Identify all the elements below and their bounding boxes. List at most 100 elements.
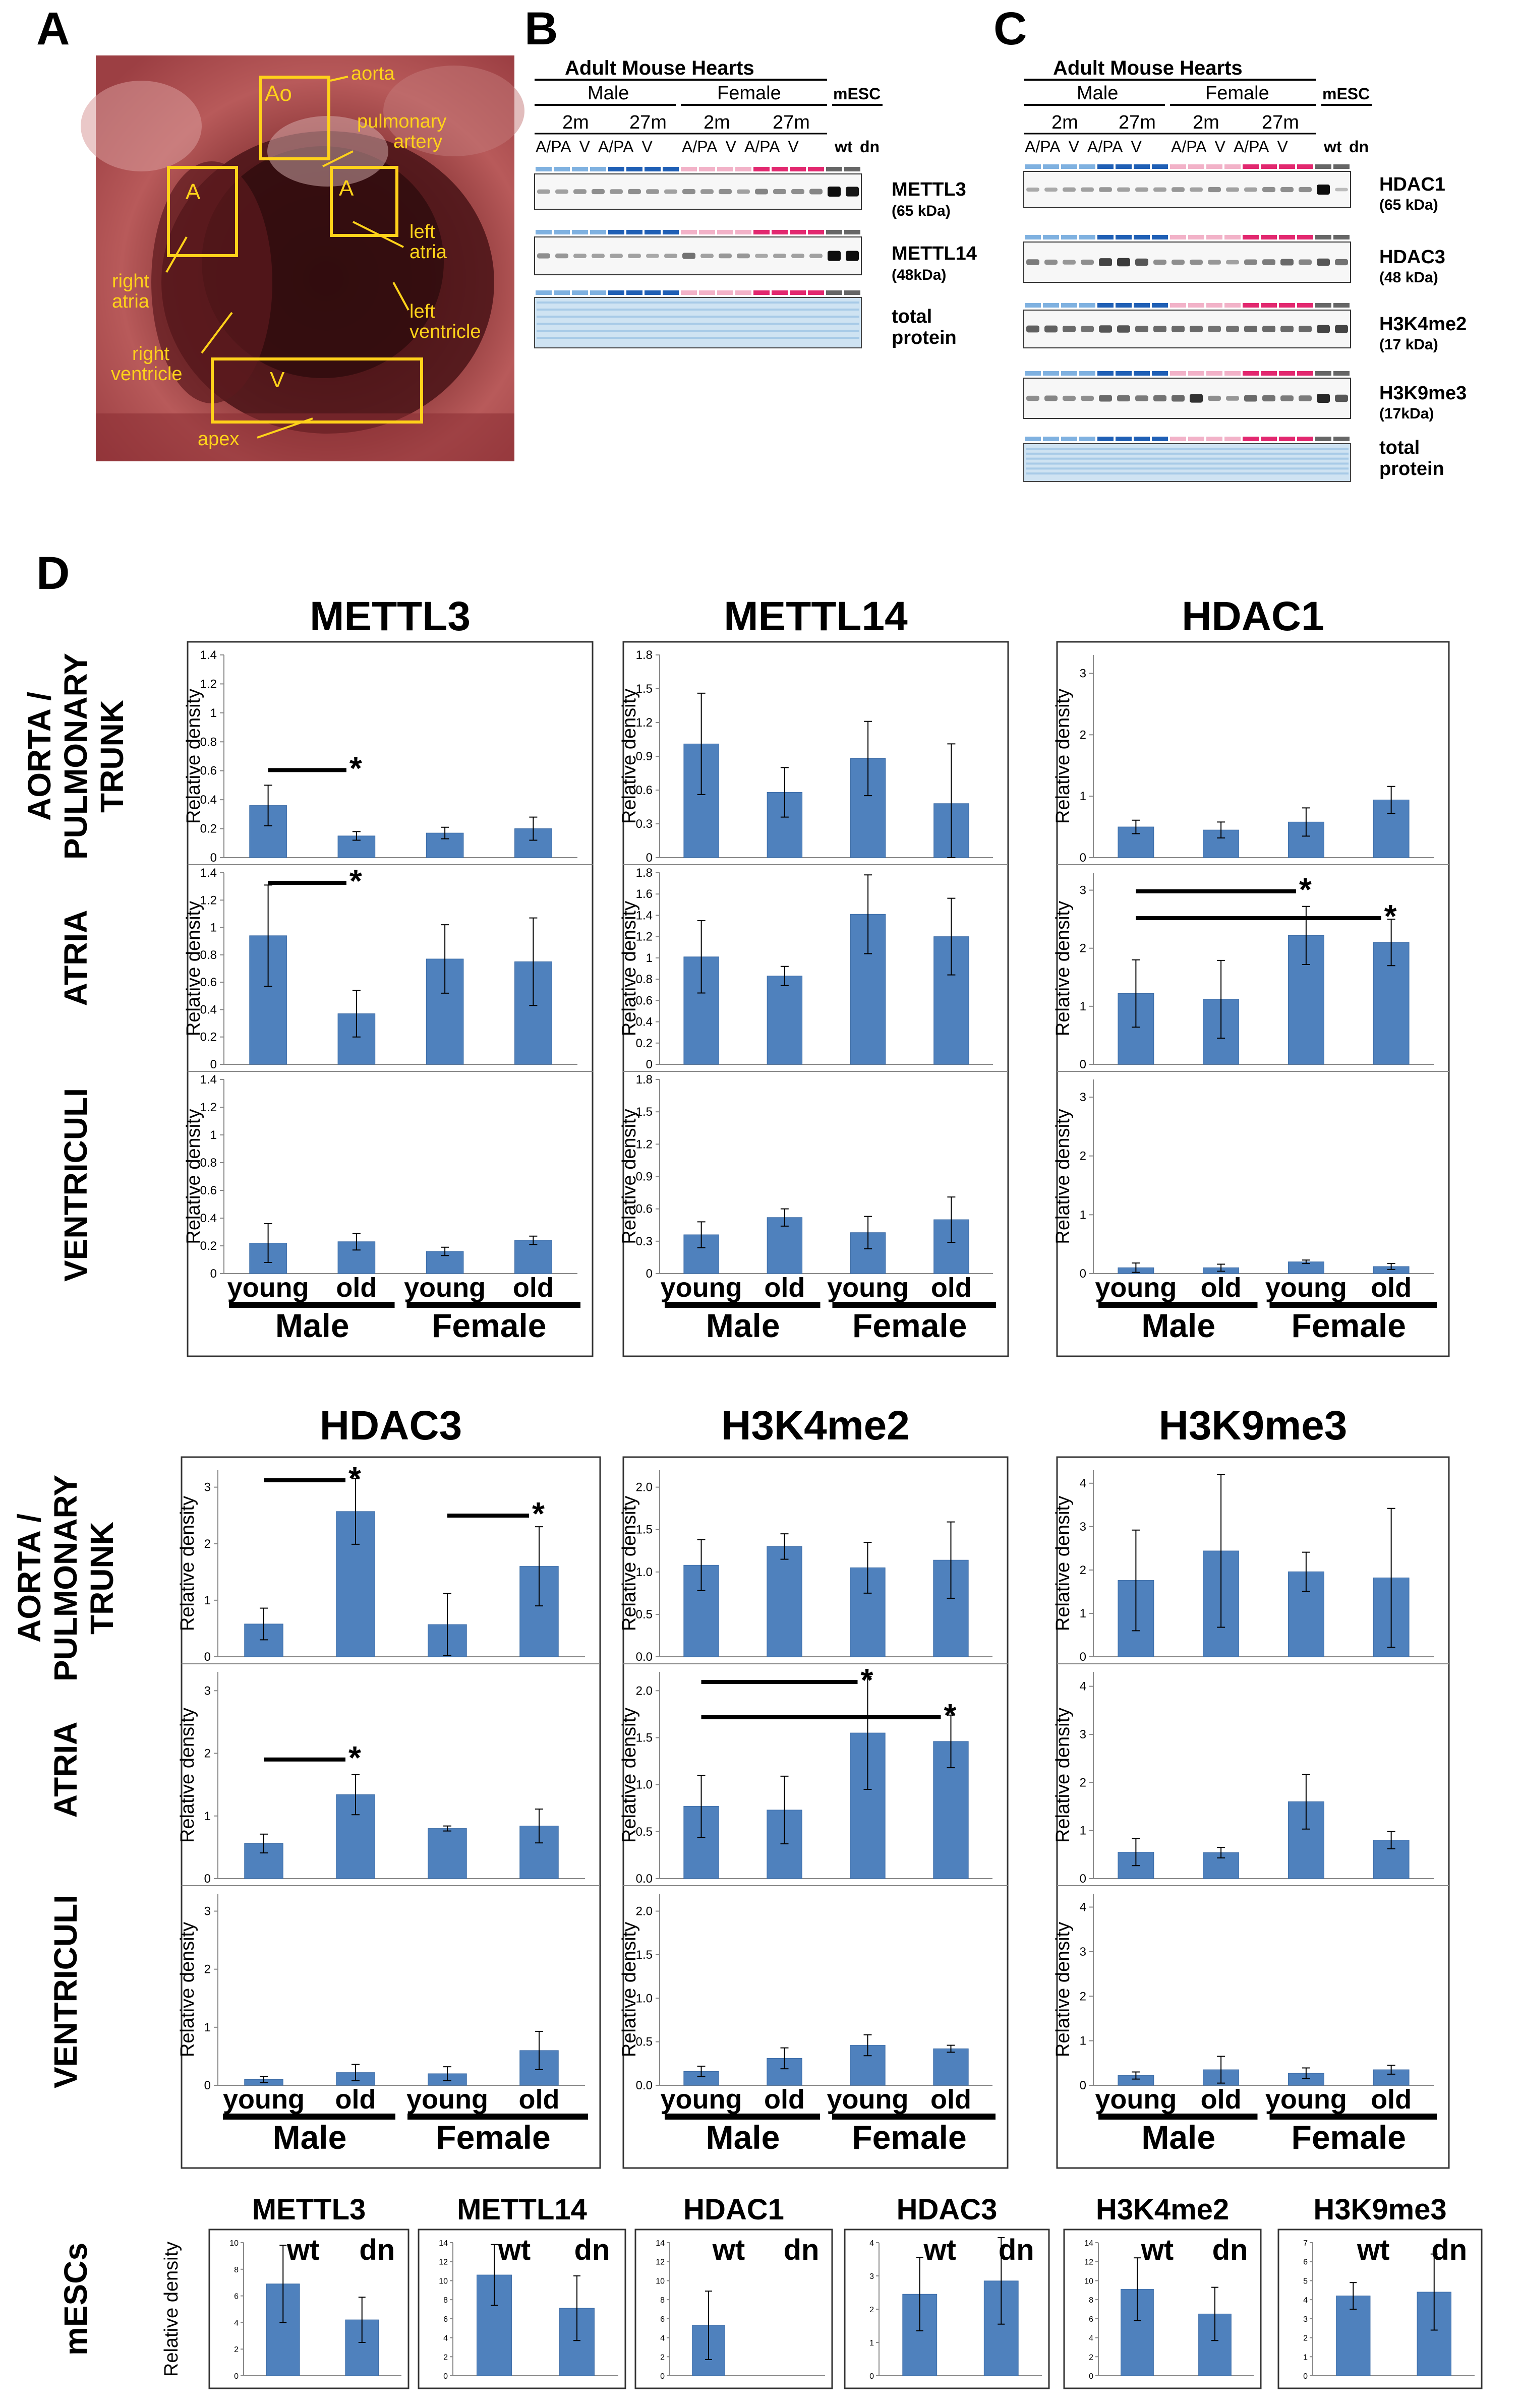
- y-axis-label: Relative density: [619, 1109, 640, 1244]
- blot-band: [809, 189, 823, 195]
- mesc-chart: HDAC1 0 2 4 6 8 10 12 14 wt dn: [634, 2193, 833, 2389]
- photo-label-aorta: aorta: [351, 63, 395, 84]
- chart-group: METTL14 0 0.3 0.6 0.9 1.2 1.5 1.8 Relative densi…: [619, 593, 1009, 1357]
- y-tick-label: 1.2: [636, 930, 653, 944]
- blot-band: [1317, 325, 1330, 333]
- blot-b-age-2: 27m: [629, 112, 667, 133]
- mesc-chart: H3K4me2 0 2 4 6 8 10 12 14 wt dn: [1063, 2193, 1262, 2389]
- photo-label-pulmonary: pulmonary: [357, 111, 446, 132]
- blot-b-band-3-kda: protein: [892, 327, 957, 348]
- mesc-category-label: dn: [784, 2234, 820, 2266]
- y-tick-label: 1: [1080, 790, 1086, 803]
- mesc-chart-title: HDAC1: [683, 2193, 784, 2226]
- mesc-category-label: wt: [923, 2234, 956, 2266]
- lane-color-bar: [1315, 437, 1331, 441]
- y-axis-label: Relative density: [1052, 1922, 1074, 2057]
- lane-color-bar: [1297, 164, 1313, 169]
- group-label-female: Female: [432, 1307, 546, 1344]
- y-tick-label: 1: [869, 2339, 874, 2347]
- significance-star: *: [349, 863, 362, 899]
- panel-label-a: A: [36, 3, 70, 54]
- blot-band: [809, 254, 823, 258]
- y-tick-label: 0.8: [200, 735, 217, 749]
- y-axis-label: Relative density: [619, 1922, 640, 2057]
- lane-color-bar: [1097, 371, 1114, 376]
- y-tick-label: 8: [660, 2296, 665, 2305]
- blot-c-age-1: 2m: [1051, 112, 1078, 133]
- chart-title: METTL14: [724, 593, 908, 639]
- lane-color-bar: [1170, 437, 1186, 441]
- lane-color-bar: [1097, 437, 1114, 441]
- western-blot-c: Adult Mouse Hearts Male Female mESC 2m 2…: [1023, 57, 1467, 482]
- mesc-category-label: dn: [359, 2234, 395, 2266]
- blot-band: [1063, 260, 1076, 265]
- blot-band: [682, 189, 695, 195]
- blot-b-female: Female: [717, 83, 781, 104]
- blot-band: [1044, 395, 1058, 401]
- y-tick-label: 2.0: [636, 1481, 653, 1494]
- protein-stripe: [1026, 448, 1349, 450]
- blot-band: [555, 189, 568, 194]
- blot-band: [1172, 395, 1185, 402]
- lane-color-bar: [790, 167, 806, 171]
- blot-c-band-1-name: HDAC1: [1379, 174, 1445, 195]
- y-axis-label: Relative density: [619, 1496, 640, 1631]
- x-category-label: old: [764, 1273, 805, 1303]
- x-category-label: young: [661, 2084, 742, 2115]
- y-tick-label: 1.2: [200, 677, 217, 691]
- blot-band: [592, 254, 605, 258]
- blot-band: [1081, 395, 1094, 401]
- lane-color-bar: [608, 167, 624, 171]
- significance-star: *: [349, 750, 362, 786]
- protein-stripe: [537, 337, 859, 339]
- y-axis-label: Relative density: [1052, 1109, 1074, 1244]
- y-tick-label: 2: [204, 1963, 211, 1976]
- blot-band: [1117, 258, 1130, 267]
- y-tick-label: 3: [1303, 2315, 1308, 2324]
- lane-color-bar: [1097, 164, 1114, 169]
- y-tick-label: 3: [1080, 1520, 1086, 1534]
- lane-color-bar: [753, 230, 770, 234]
- blot-band: [1081, 259, 1094, 265]
- blot-b-lanes-male: A/PA V A/PA V: [536, 138, 653, 156]
- y-tick-label: 0: [210, 1267, 217, 1281]
- blot-band: [1280, 395, 1294, 401]
- blot-band: [791, 254, 804, 258]
- lane-color-bar: [1170, 371, 1186, 376]
- heart-photo: [81, 55, 524, 461]
- blot-band: [828, 251, 841, 261]
- blot-band: [1208, 260, 1221, 265]
- blot-band: [719, 253, 732, 259]
- blot-c-band-5-name: total: [1379, 437, 1420, 458]
- lane-color-bar: [772, 167, 788, 171]
- blot-band: [1117, 395, 1130, 402]
- y-tick-label: 1: [646, 951, 653, 965]
- blot-b-band-1-name: METTL3: [892, 179, 966, 200]
- y-tick-label: 1.4: [200, 1073, 217, 1087]
- blot-band: [1317, 185, 1330, 195]
- y-tick-label: 2: [204, 1747, 211, 1761]
- blot-band: [1135, 258, 1148, 266]
- blot-band: [1208, 326, 1221, 332]
- y-tick-label: 2.0: [636, 1684, 653, 1698]
- y-tick-label: 2: [1080, 942, 1086, 955]
- blot-band: [1044, 187, 1058, 192]
- group-label-male: Male: [706, 2119, 780, 2156]
- y-tick-label: 1.5: [636, 1523, 653, 1537]
- protein-stripe: [1026, 462, 1349, 465]
- lane-color-bar: [1116, 303, 1132, 308]
- chart-title: METTL3: [310, 593, 471, 639]
- photo-label-left-ventricle-2: ventricle: [410, 321, 481, 342]
- y-tick-label: 0: [1080, 1872, 1086, 1886]
- blot-band: [1117, 187, 1130, 192]
- bar: [767, 1217, 803, 1274]
- significance-star: *: [861, 1662, 873, 1698]
- lane-color-bar: [1025, 437, 1041, 441]
- y-tick-label: 0: [1080, 1267, 1086, 1281]
- lane-color-bar: [699, 167, 715, 171]
- photo-label-right-ventricle-2: ventricle: [111, 364, 183, 385]
- blot-band: [1280, 259, 1294, 266]
- lane-color-bar: [1261, 371, 1277, 376]
- lane-color-bar: [1025, 164, 1041, 169]
